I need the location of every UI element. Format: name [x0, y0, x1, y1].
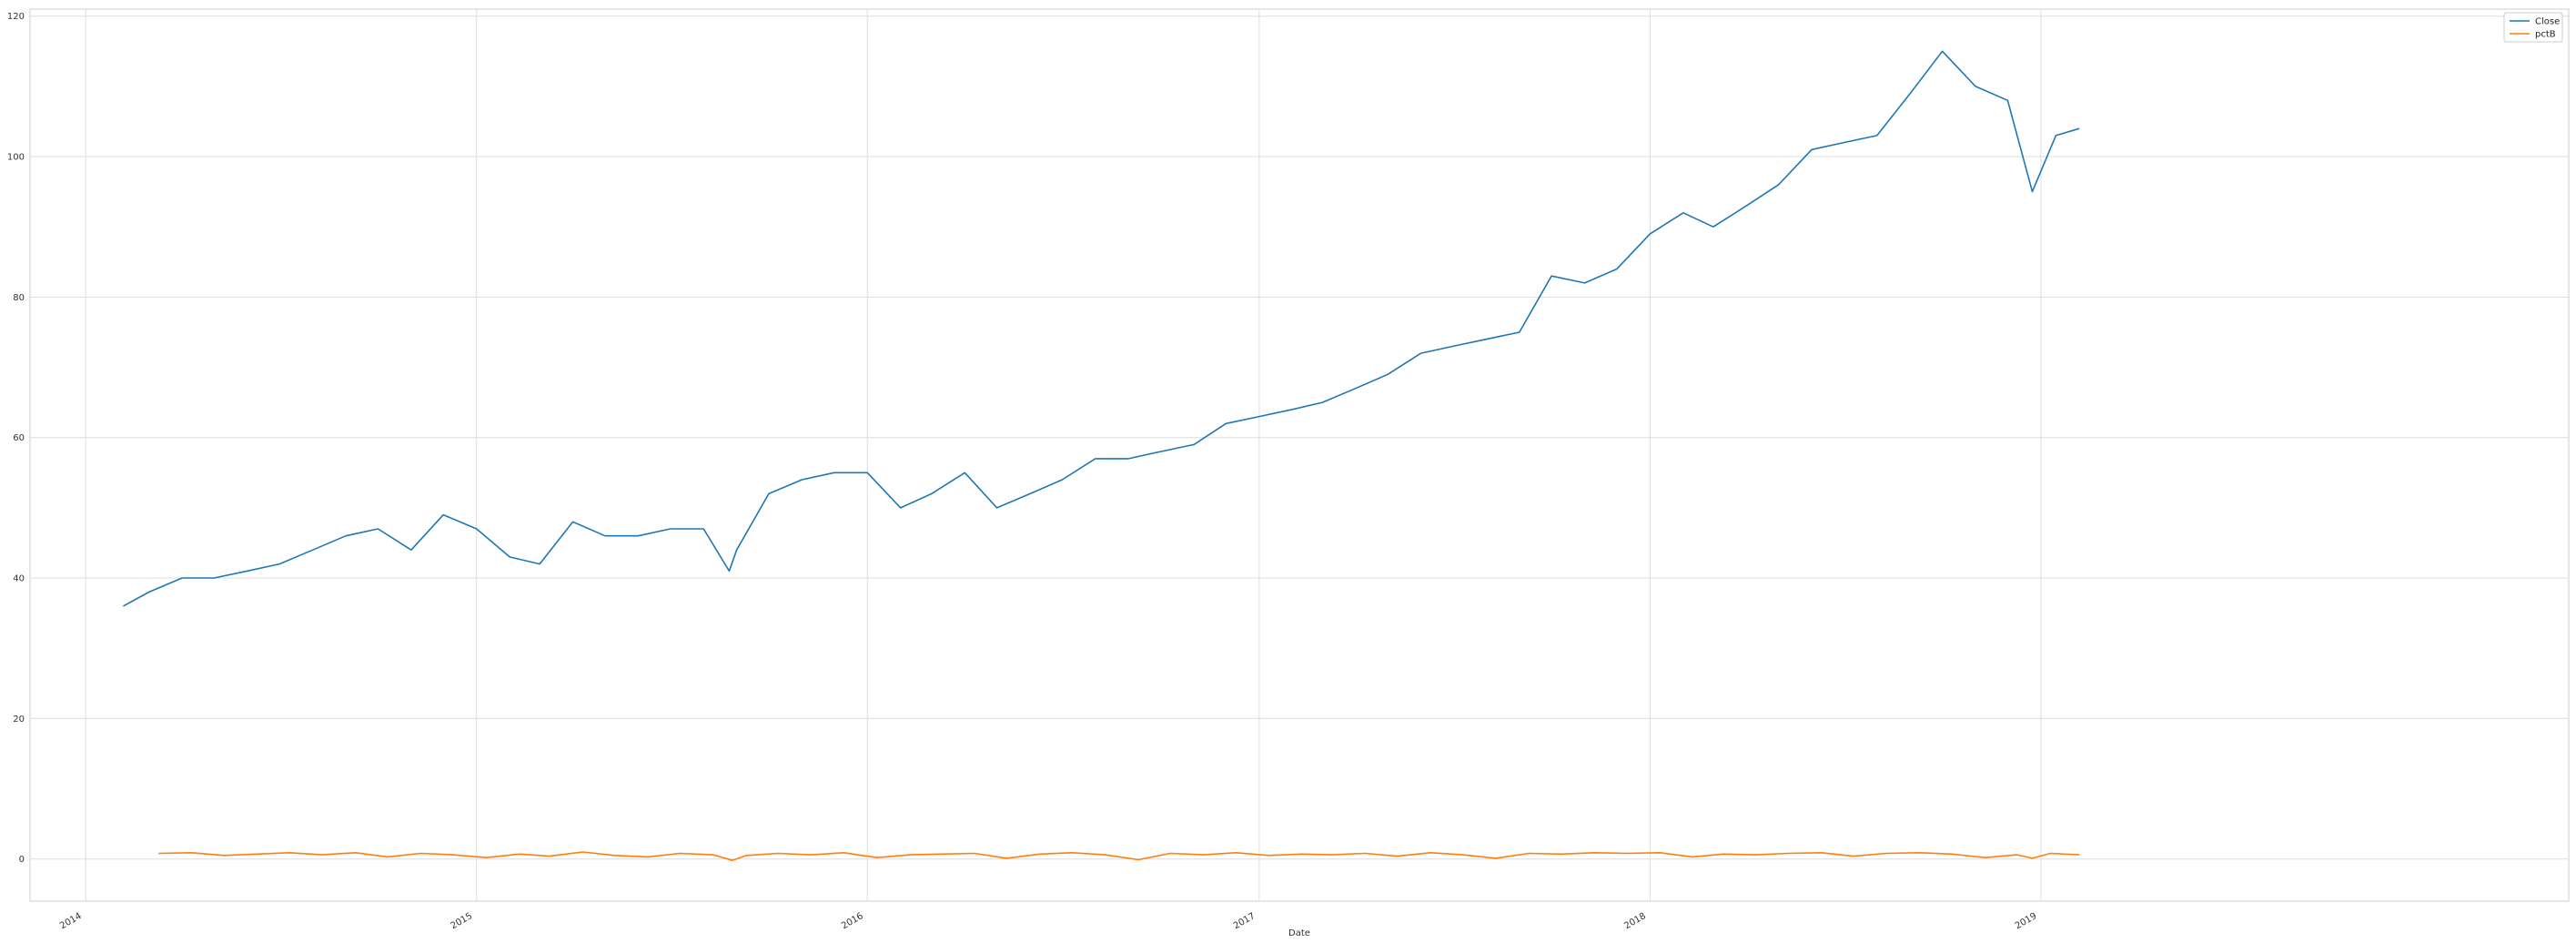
- legend-label: Close: [2535, 17, 2560, 27]
- x-tick-label: 2019: [2014, 911, 2039, 931]
- x-tick-label: 2018: [1622, 911, 1648, 931]
- series-line-close: [123, 50, 2080, 607]
- y-tick-label: 0: [19, 855, 25, 865]
- legend-label: pctB: [2535, 30, 2556, 40]
- y-tick-label: 40: [13, 574, 25, 584]
- y-tick-label: 20: [13, 715, 25, 725]
- y-axis: 0 20 40 60 80 100 120: [7, 12, 25, 865]
- y-tick-label: 60: [13, 433, 25, 443]
- x-tick-label: 2014: [58, 911, 84, 931]
- x-tick-label: 2017: [1232, 911, 1258, 931]
- x-axis: 2014 2015 2016 2017 2018 2019: [58, 911, 2038, 931]
- plot-area: [29, 8, 2570, 902]
- series-line-pctb: [158, 851, 2080, 862]
- x-tick-label: 2016: [840, 911, 865, 931]
- x-tick-label: 2015: [450, 911, 475, 931]
- grid: [30, 9, 2569, 901]
- legend-box: [2503, 12, 2563, 43]
- x-axis-label: Date: [1288, 928, 1310, 938]
- y-tick-label: 100: [7, 153, 25, 163]
- y-tick-label: 80: [13, 293, 25, 303]
- series-layer: [123, 50, 2080, 862]
- legend: Close pctB: [2503, 12, 2563, 43]
- y-tick-label: 120: [7, 12, 25, 22]
